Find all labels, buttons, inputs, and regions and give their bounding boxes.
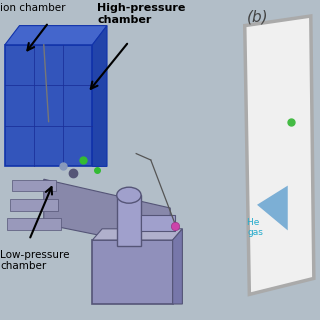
Ellipse shape: [117, 187, 141, 203]
Polygon shape: [5, 26, 107, 45]
Bar: [12, 180, 56, 191]
Polygon shape: [44, 179, 170, 250]
Polygon shape: [173, 229, 182, 304]
Polygon shape: [92, 229, 182, 240]
Text: He 
gas: He gas: [247, 218, 263, 237]
Text: High-pressure
chamber: High-pressure chamber: [97, 3, 186, 25]
Polygon shape: [92, 26, 107, 166]
Polygon shape: [245, 16, 314, 294]
Bar: [10, 199, 58, 211]
Bar: [7, 218, 61, 230]
Bar: [5, 45, 92, 166]
Text: Low-pressure
chamber: Low-pressure chamber: [0, 250, 69, 271]
Polygon shape: [257, 186, 288, 230]
Text: (b): (b): [247, 10, 269, 25]
Bar: [117, 195, 141, 246]
Bar: [92, 240, 173, 304]
Text: ion chamber: ion chamber: [0, 3, 66, 13]
Bar: [141, 215, 175, 231]
